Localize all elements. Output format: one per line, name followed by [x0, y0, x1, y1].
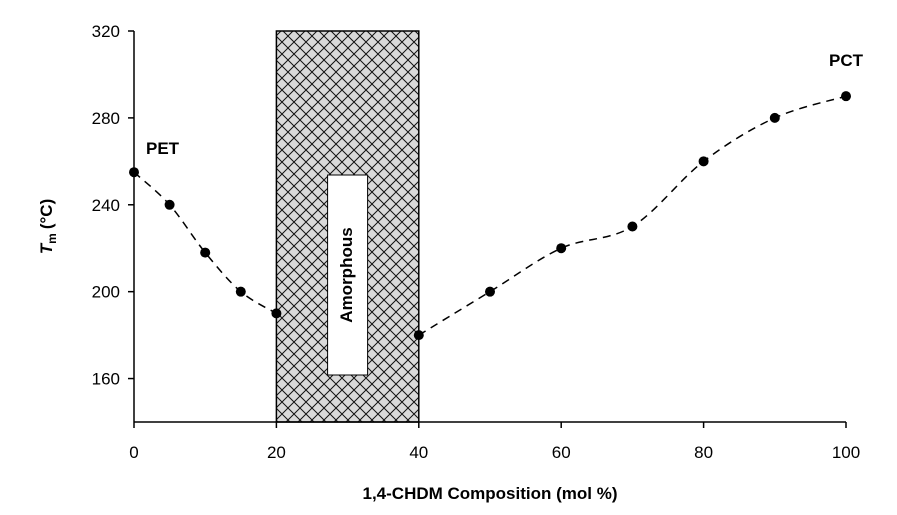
- data-point: [698, 156, 709, 167]
- data-point: [413, 330, 424, 341]
- x-ticks: 0 20 40 60 80 100: [129, 422, 860, 462]
- data-point: [556, 243, 567, 254]
- data-point: [485, 286, 495, 297]
- x-tick-label: 100: [832, 443, 860, 462]
- plot-area: Amorphous 0 20 40 60 80 100 160 200 240 280 320 P…: [37, 22, 864, 503]
- y-tick-label: 160: [92, 370, 120, 389]
- data-point: [235, 286, 246, 297]
- y-tick-label: 280: [92, 109, 120, 128]
- data-point: [769, 112, 780, 123]
- data-point: [200, 247, 211, 258]
- series-line: [418, 95, 847, 336]
- annotation-pct: PCT: [829, 51, 864, 70]
- amorphous-label-box: [327, 174, 369, 376]
- amorphous-label: Amorphous: [337, 227, 356, 322]
- y-axis-title-unit: (°C): [37, 199, 56, 229]
- series-line: [133, 171, 277, 315]
- annotation-pet: PET: [146, 139, 180, 158]
- y-tick-label: 200: [92, 283, 120, 302]
- x-tick-label: 40: [409, 443, 428, 462]
- y-axis-title-subscript: m: [45, 233, 59, 244]
- data-point: [129, 167, 139, 178]
- data-point: [164, 199, 175, 210]
- x-tick-label: 60: [552, 443, 571, 462]
- y-tick-label: 240: [92, 196, 120, 215]
- y-axis-title: Tm (°C): [37, 199, 59, 254]
- x-tick-label: 0: [129, 443, 138, 462]
- x-tick-label: 20: [267, 443, 286, 462]
- series-layer: [129, 91, 851, 341]
- y-ticks: 160 200 240 280 320: [92, 22, 134, 389]
- data-point: [841, 91, 851, 102]
- x-axis-title: 1,4-CHDM Composition (mol %): [363, 484, 618, 503]
- y-tick-label: 320: [92, 22, 120, 41]
- x-tick-label: 80: [694, 443, 713, 462]
- data-point: [627, 221, 638, 232]
- y-axis-title-symbol: T: [37, 242, 56, 254]
- data-point: [271, 308, 282, 319]
